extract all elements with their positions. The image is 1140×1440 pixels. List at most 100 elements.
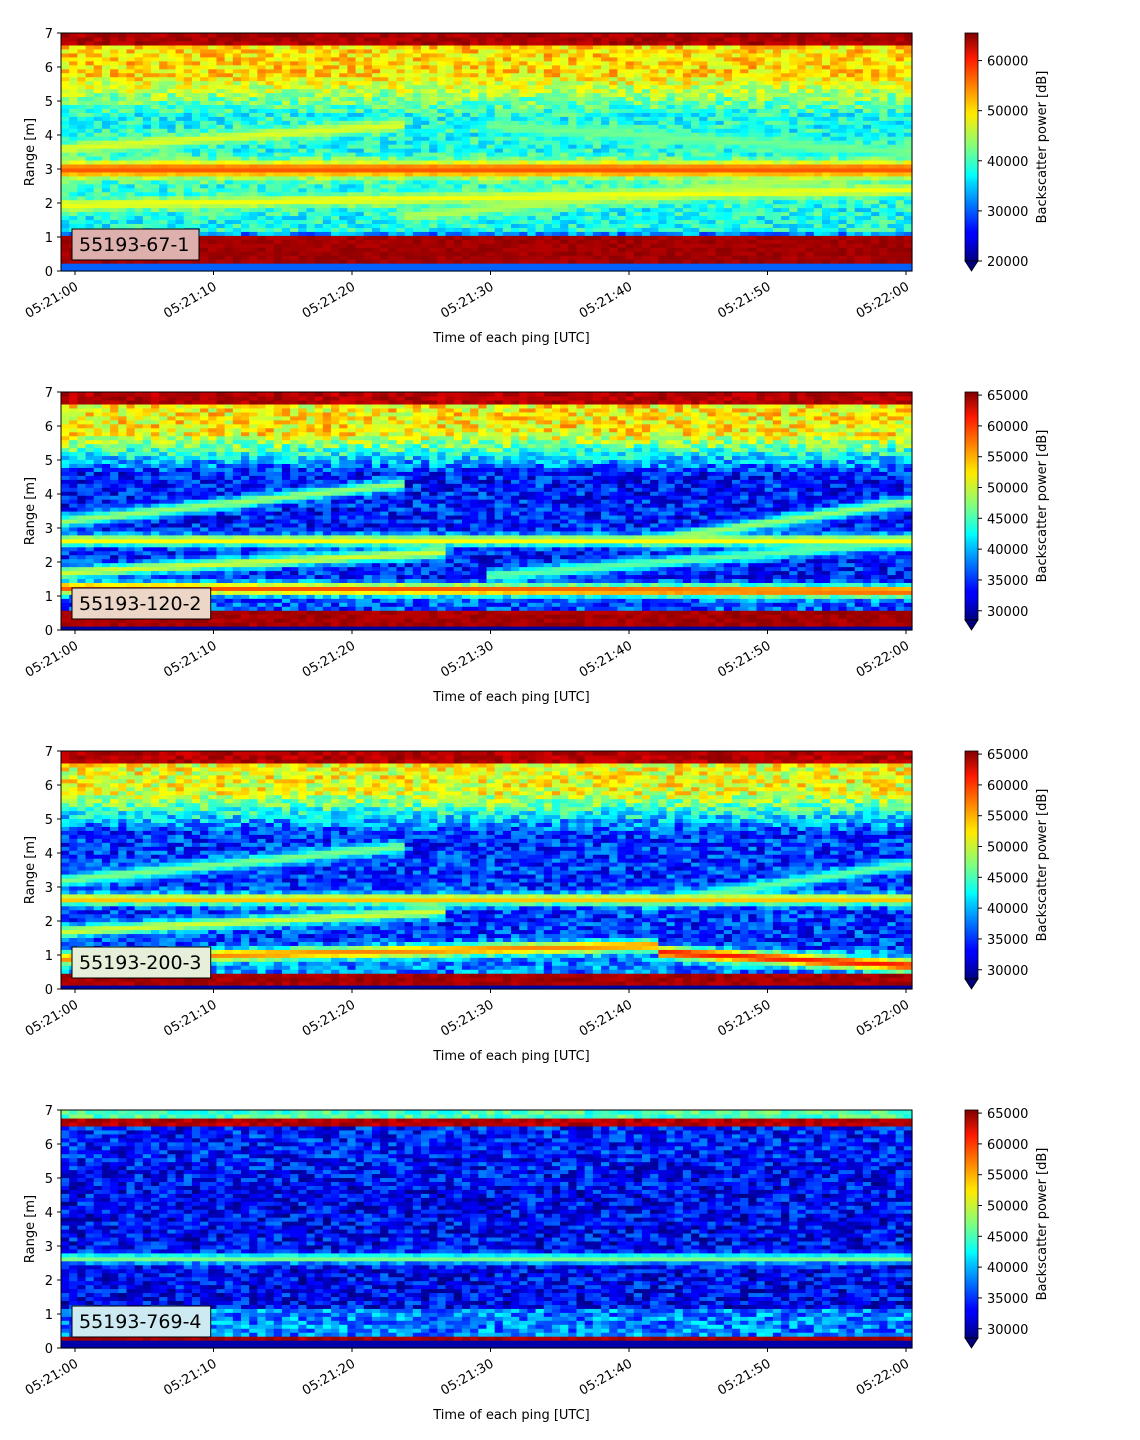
heatmap-cell [445, 267, 455, 272]
heatmap-cell [371, 171, 381, 177]
heatmap-cell [355, 108, 365, 113]
heatmap-cell [429, 64, 438, 70]
heatmap-cell [511, 132, 520, 137]
heatmap-cell [200, 235, 209, 240]
heatmap-cell [224, 116, 234, 121]
heatmap-cell [641, 68, 651, 74]
heatmap-cell [560, 159, 569, 165]
heatmap-cell [478, 33, 488, 38]
heatmap-cell [592, 148, 602, 153]
heatmap-cell [682, 152, 692, 157]
heatmap-cell [339, 52, 348, 58]
heatmap-cell [470, 251, 479, 256]
heatmap-cell [191, 88, 201, 94]
heatmap-cell [592, 223, 602, 228]
heatmap-cell [224, 40, 234, 46]
heatmap-cell [740, 259, 749, 264]
heatmap-cell [625, 60, 635, 66]
heatmap-cell [241, 191, 250, 197]
heatmap-cell [560, 263, 569, 268]
heatmap-cell [609, 64, 619, 70]
heatmap-cell [363, 219, 373, 224]
heatmap-cell [167, 96, 177, 102]
heatmap-cell [134, 104, 144, 109]
heatmap-cell [723, 108, 733, 113]
heatmap-cell [118, 152, 128, 157]
heatmap-cell [421, 144, 430, 149]
heatmap-cell [715, 255, 725, 260]
heatmap-cell [331, 152, 340, 157]
heatmap-cell [592, 104, 602, 109]
heatmap-cell [633, 187, 643, 193]
heatmap-cell [110, 40, 119, 46]
heatmap-cell [339, 171, 348, 177]
heatmap-cell [502, 219, 512, 224]
heatmap-cell [224, 44, 234, 50]
heatmap-cell [134, 199, 144, 205]
heatmap-cell [429, 239, 438, 244]
heatmap-cell [650, 124, 659, 129]
heatmap-cell [183, 40, 193, 46]
heatmap-cell [519, 163, 529, 169]
heatmap-cell [85, 80, 95, 86]
heatmap-cell [142, 44, 152, 50]
heatmap-cell [396, 144, 406, 149]
heatmap-cell [576, 48, 586, 54]
heatmap-cell [519, 152, 529, 157]
heatmap-cell [396, 215, 406, 221]
heatmap-cell [699, 239, 709, 244]
heatmap-cell [641, 239, 651, 244]
heatmap-cell [674, 235, 684, 240]
heatmap-cell [314, 80, 324, 86]
heatmap-cell [674, 56, 684, 62]
heatmap-cell [650, 36, 659, 42]
heatmap-cell [511, 92, 520, 98]
heatmap-cell [396, 108, 406, 113]
heatmap-cell [633, 255, 643, 260]
heatmap-cell [592, 116, 602, 121]
heatmap-cell [445, 112, 455, 117]
heatmap-cell [682, 171, 692, 177]
heatmap-cell [331, 148, 340, 153]
heatmap-cell [183, 155, 193, 161]
heatmap-cell [306, 84, 316, 90]
heatmap-cell [355, 72, 365, 78]
heatmap-cell [306, 112, 316, 117]
heatmap-cell [650, 64, 659, 70]
heatmap-cell [151, 64, 160, 70]
heatmap-cell [470, 243, 479, 248]
heatmap-cell [134, 179, 144, 185]
heatmap-cell [527, 152, 537, 157]
heatmap-cell [576, 92, 586, 98]
heatmap-cell [331, 60, 340, 66]
heatmap-cell [380, 152, 389, 157]
heatmap-cell [576, 56, 586, 62]
heatmap-cell [453, 155, 463, 161]
heatmap-cell [486, 251, 496, 256]
heatmap-cell [429, 171, 438, 177]
heatmap-cell [273, 120, 283, 125]
heatmap-cell [461, 144, 471, 149]
heatmap-cell [568, 215, 578, 221]
heatmap-cell [453, 179, 463, 185]
heatmap-cell [396, 64, 406, 70]
heatmap-cell [527, 104, 537, 109]
heatmap-cell [61, 247, 70, 252]
heatmap-cell [429, 167, 438, 173]
heatmap-cell [175, 191, 185, 197]
heatmap-cell [69, 56, 78, 62]
heatmap-cell [617, 211, 627, 217]
heatmap-cell [322, 40, 332, 46]
heatmap-cell [551, 152, 561, 157]
heatmap-cell [625, 52, 635, 58]
heatmap-cell [461, 88, 471, 94]
heatmap-cell [527, 64, 537, 70]
heatmap-cell [200, 247, 209, 252]
heatmap-cell [461, 40, 471, 46]
heatmap-cell [658, 92, 668, 98]
heatmap-cell [650, 92, 659, 98]
heatmap-cell [584, 108, 594, 113]
heatmap-cell [232, 243, 242, 248]
heatmap-cell [453, 175, 463, 181]
heatmap-cell [511, 255, 520, 260]
